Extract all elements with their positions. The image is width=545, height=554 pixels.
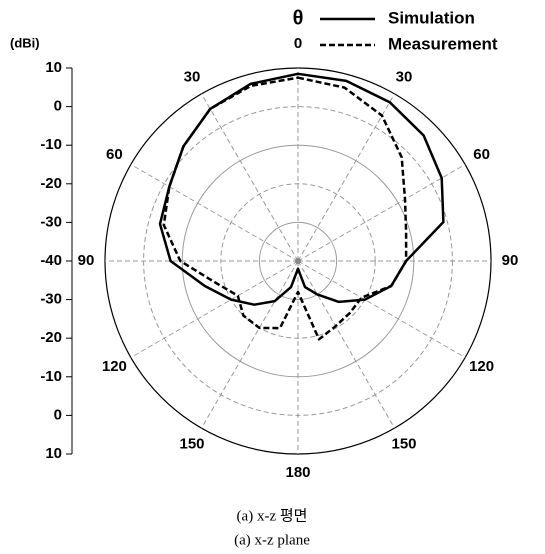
spoke [297, 164, 466, 262]
radial-tick-label: -20 [40, 329, 62, 346]
legend-label: Simulation [388, 8, 475, 27]
grid-ring [258, 221, 338, 301]
radial-tick-label: -20 [40, 175, 62, 192]
radial-tick-label: 10 [45, 445, 62, 462]
radial-tick-label: 0 [54, 406, 62, 423]
radial-tick-label: -40 [40, 252, 62, 269]
angle-tick-label: 120 [469, 358, 494, 375]
spoke [297, 93, 395, 262]
legend-label: Measurement [388, 34, 498, 53]
spoke [130, 260, 299, 358]
angle-tick-label: 30 [396, 68, 413, 85]
angle-tick-label: 0 [294, 35, 302, 52]
spoke [201, 93, 299, 262]
radial-unit-label: (dBi) [10, 35, 40, 50]
radial-tick-label: -30 [40, 291, 62, 308]
angle-tick-label: 150 [179, 436, 204, 453]
series-line [162, 76, 408, 341]
caption: (a) x-z plane [234, 532, 310, 548]
caption: (a) x-z 평면 [237, 507, 308, 524]
grid-ring [220, 183, 376, 339]
radial-tick-label: -10 [40, 136, 62, 153]
series-line [158, 72, 445, 306]
angle-tick-label: 30 [184, 68, 201, 85]
radial-tick-label: 10 [45, 59, 62, 76]
angle-label: θ [293, 7, 304, 29]
spoke [130, 164, 299, 262]
angle-tick-label: 180 [285, 464, 310, 481]
center-dot [295, 258, 301, 264]
radial-tick-label: -10 [40, 368, 62, 385]
spoke [201, 260, 299, 429]
spoke [297, 260, 395, 429]
angle-tick-label: 120 [102, 358, 127, 375]
angle-tick-label: 60 [106, 146, 123, 163]
angle-tick-label: 90 [502, 252, 519, 269]
angle-tick-label: 60 [473, 146, 490, 163]
radial-tick-label: -30 [40, 213, 62, 230]
spoke [297, 260, 466, 358]
radial-tick-label: 0 [54, 98, 62, 115]
angle-tick-label: 150 [391, 436, 416, 453]
angle-tick-label: 90 [78, 252, 95, 269]
